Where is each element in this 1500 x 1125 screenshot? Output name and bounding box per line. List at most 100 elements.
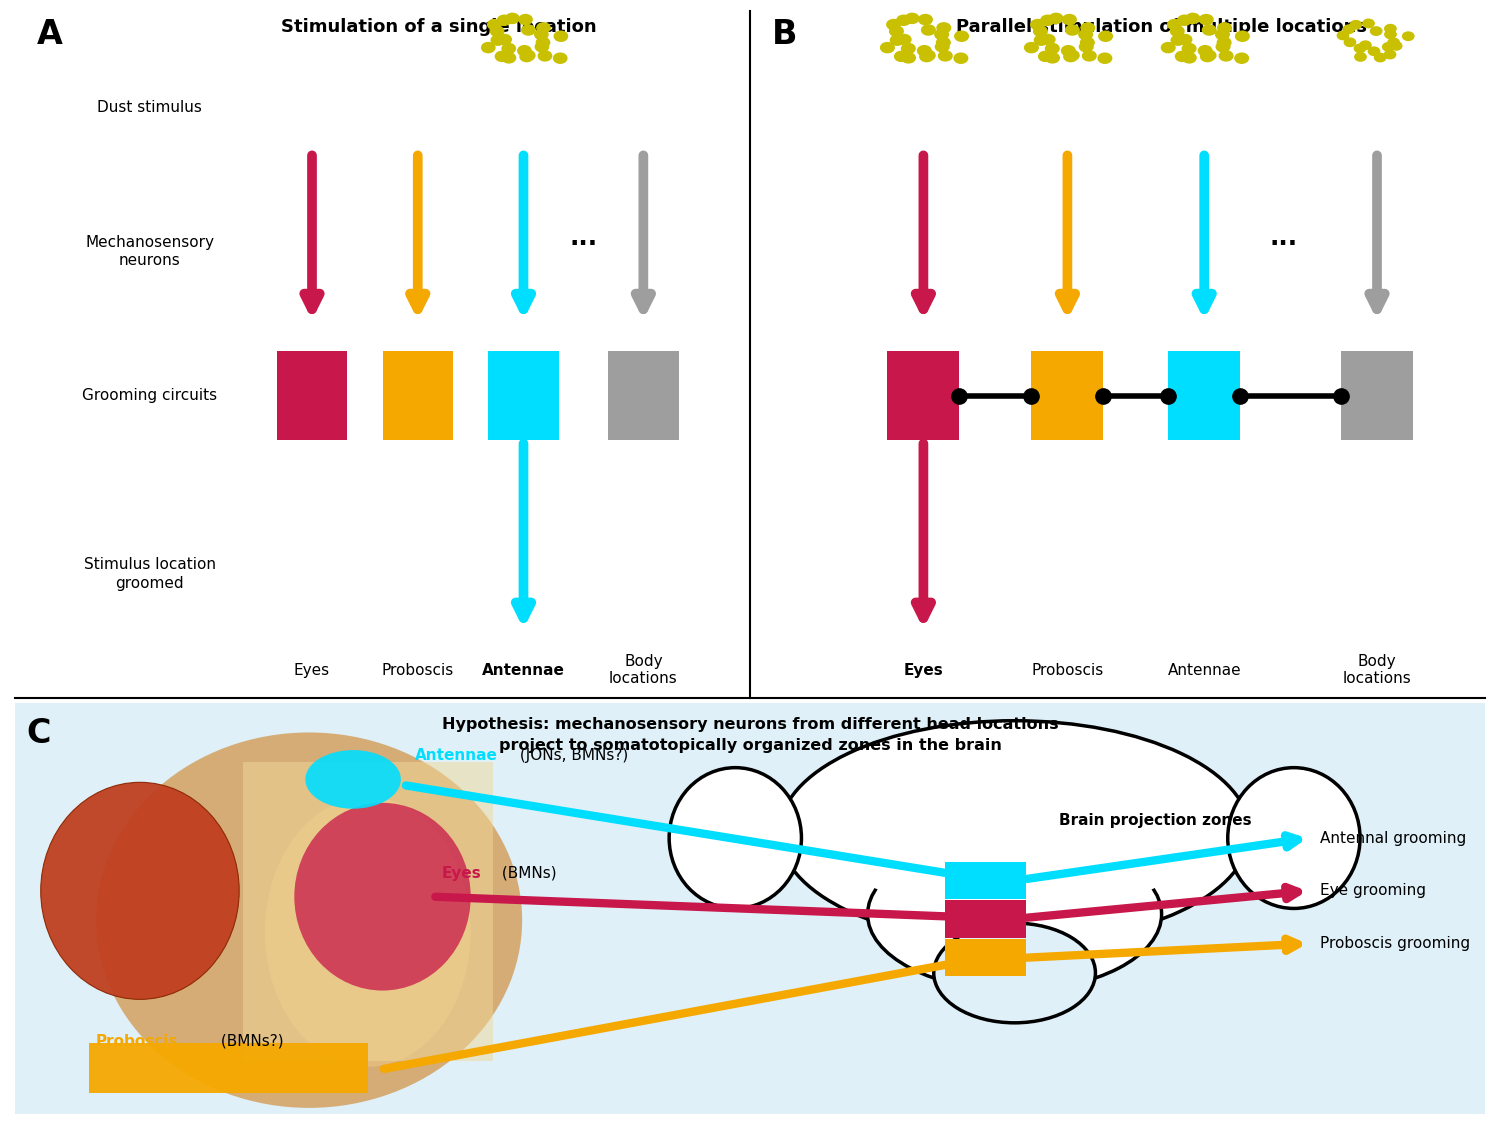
Ellipse shape xyxy=(938,22,951,33)
Text: Antennae: Antennae xyxy=(482,663,566,677)
Ellipse shape xyxy=(1203,51,1216,61)
Ellipse shape xyxy=(520,52,534,62)
Text: C: C xyxy=(27,718,51,750)
Ellipse shape xyxy=(1359,40,1371,50)
Ellipse shape xyxy=(1200,15,1214,25)
Ellipse shape xyxy=(1383,43,1394,51)
Ellipse shape xyxy=(1350,20,1362,29)
Ellipse shape xyxy=(1388,38,1400,46)
Text: Stimulation of a single location: Stimulation of a single location xyxy=(280,18,597,36)
Ellipse shape xyxy=(1178,35,1191,45)
Ellipse shape xyxy=(1384,25,1396,33)
Ellipse shape xyxy=(1227,767,1360,909)
Bar xyxy=(243,762,492,1061)
Text: Eye grooming: Eye grooming xyxy=(1320,883,1426,899)
Ellipse shape xyxy=(1172,35,1185,45)
Ellipse shape xyxy=(1161,43,1174,53)
Text: (BMNs?): (BMNs?) xyxy=(216,1034,284,1048)
Ellipse shape xyxy=(1064,52,1077,62)
Ellipse shape xyxy=(918,15,932,25)
Ellipse shape xyxy=(1368,47,1380,55)
Text: Body
locations: Body locations xyxy=(1342,654,1412,686)
Ellipse shape xyxy=(503,53,516,63)
Ellipse shape xyxy=(891,35,904,45)
Text: ...: ... xyxy=(1269,226,1298,250)
Ellipse shape xyxy=(780,721,1250,944)
Ellipse shape xyxy=(294,803,471,990)
Ellipse shape xyxy=(1080,42,1094,52)
Ellipse shape xyxy=(519,15,532,25)
Ellipse shape xyxy=(40,782,238,999)
Bar xyxy=(888,351,960,440)
Ellipse shape xyxy=(886,19,900,29)
Ellipse shape xyxy=(1046,53,1059,63)
Ellipse shape xyxy=(522,51,536,61)
Ellipse shape xyxy=(1384,51,1395,58)
Text: Proboscis: Proboscis xyxy=(1032,663,1104,677)
Text: Eyes: Eyes xyxy=(441,866,482,881)
Ellipse shape xyxy=(1342,25,1354,34)
Bar xyxy=(1168,351,1240,440)
Ellipse shape xyxy=(498,16,512,26)
Ellipse shape xyxy=(1062,46,1076,56)
Text: Hypothesis: mechanosensory neurons from different head locations
project to soma: Hypothesis: mechanosensory neurons from … xyxy=(441,718,1059,754)
Text: Parallel stimulation of multiple locations: Parallel stimulation of multiple locatio… xyxy=(956,18,1366,36)
Ellipse shape xyxy=(921,25,934,35)
Ellipse shape xyxy=(906,14,920,24)
Ellipse shape xyxy=(1050,14,1064,24)
Bar xyxy=(1341,351,1413,440)
Text: Dust stimulus: Dust stimulus xyxy=(98,100,202,115)
Ellipse shape xyxy=(1203,25,1216,35)
Ellipse shape xyxy=(1082,22,1095,33)
Ellipse shape xyxy=(554,32,567,42)
Ellipse shape xyxy=(538,51,552,61)
Text: Body
locations: Body locations xyxy=(609,654,678,686)
Ellipse shape xyxy=(1186,14,1200,24)
Ellipse shape xyxy=(1038,52,1053,62)
Ellipse shape xyxy=(1390,42,1402,51)
Text: A: A xyxy=(38,18,63,51)
Text: (JONs, BMNs?): (JONs, BMNs?) xyxy=(514,748,628,764)
Text: B: B xyxy=(772,18,798,51)
Ellipse shape xyxy=(890,26,903,36)
Ellipse shape xyxy=(503,44,516,54)
Ellipse shape xyxy=(920,52,933,62)
Bar xyxy=(945,939,1026,976)
Bar xyxy=(276,351,346,440)
Ellipse shape xyxy=(1354,53,1366,61)
Ellipse shape xyxy=(1167,19,1180,29)
Text: Antennae: Antennae xyxy=(1167,663,1240,677)
Ellipse shape xyxy=(1098,53,1112,63)
Text: Stimulus location
groomed: Stimulus location groomed xyxy=(84,557,216,591)
Ellipse shape xyxy=(1218,22,1231,33)
Ellipse shape xyxy=(933,924,1095,1023)
Text: Brain projection zones: Brain projection zones xyxy=(1059,813,1251,828)
Ellipse shape xyxy=(936,42,950,52)
Ellipse shape xyxy=(1344,38,1356,46)
Ellipse shape xyxy=(537,37,549,47)
Ellipse shape xyxy=(498,35,512,45)
Bar xyxy=(488,351,558,440)
Text: Proboscis grooming: Proboscis grooming xyxy=(1320,936,1470,951)
Text: Antennae: Antennae xyxy=(416,748,498,764)
Ellipse shape xyxy=(482,43,495,53)
Ellipse shape xyxy=(1384,30,1396,38)
Ellipse shape xyxy=(1216,42,1230,52)
Ellipse shape xyxy=(506,14,519,24)
Ellipse shape xyxy=(1041,35,1054,45)
Text: Mechanosensory
neurons: Mechanosensory neurons xyxy=(86,235,214,268)
Ellipse shape xyxy=(1234,53,1248,63)
Ellipse shape xyxy=(1220,51,1233,61)
Ellipse shape xyxy=(1046,44,1059,54)
Ellipse shape xyxy=(1065,25,1078,35)
Ellipse shape xyxy=(1178,16,1191,26)
Ellipse shape xyxy=(534,29,548,39)
Ellipse shape xyxy=(518,46,531,56)
Ellipse shape xyxy=(669,767,801,909)
Text: Antennal grooming: Antennal grooming xyxy=(1320,830,1467,846)
Text: Eyes: Eyes xyxy=(294,663,330,677)
Ellipse shape xyxy=(1062,15,1076,25)
Ellipse shape xyxy=(1215,29,1230,39)
Ellipse shape xyxy=(1200,52,1214,62)
Ellipse shape xyxy=(536,42,549,52)
